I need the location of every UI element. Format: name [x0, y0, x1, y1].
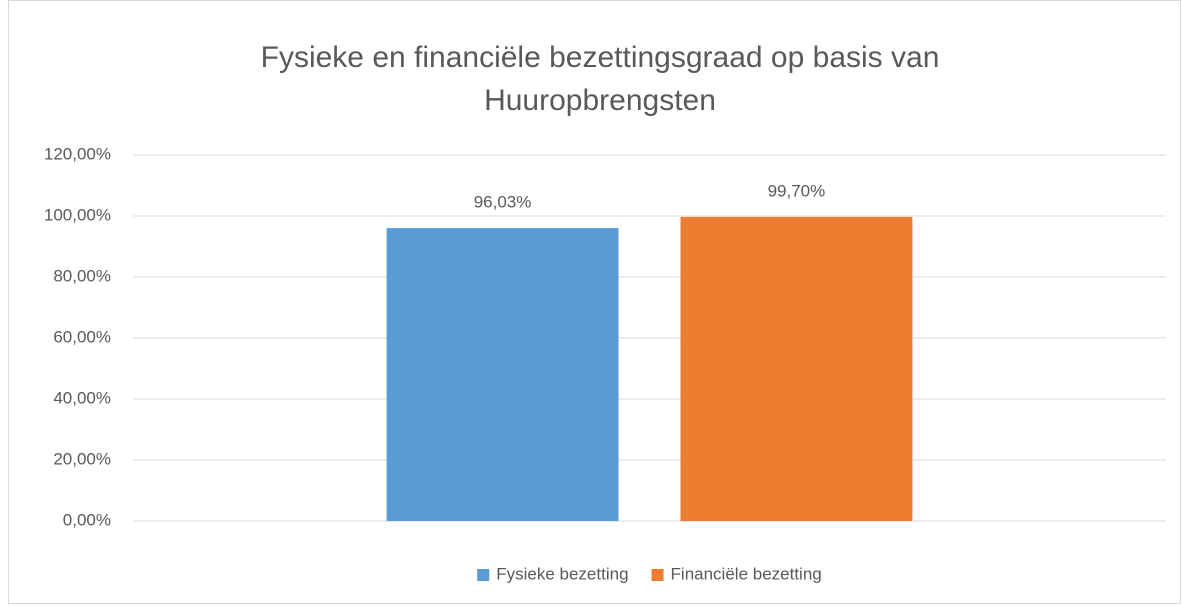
bar [386, 228, 619, 521]
y-tick-label: 80,00% [53, 266, 111, 285]
legend-label: Fysieke bezetting [496, 564, 628, 583]
y-tick-label: 20,00% [53, 449, 111, 468]
y-tick-label: 0,00% [63, 510, 111, 529]
data-label: 96,03% [474, 193, 532, 212]
legend-swatch [651, 569, 664, 581]
y-tick-label: 60,00% [53, 327, 111, 346]
chart-frame [8, 0, 1181, 604]
data-label: 99,70% [768, 181, 826, 200]
y-tick-label: 120,00% [44, 144, 111, 163]
y-tick-label: 100,00% [44, 205, 111, 224]
legend-swatch [477, 569, 490, 581]
legend-label: Financiële bezetting [671, 564, 822, 583]
bar [680, 216, 913, 522]
y-tick-label: 40,00% [53, 388, 111, 407]
chart-title: Fysieke en financiële bezettingsgraad op… [260, 41, 940, 117]
